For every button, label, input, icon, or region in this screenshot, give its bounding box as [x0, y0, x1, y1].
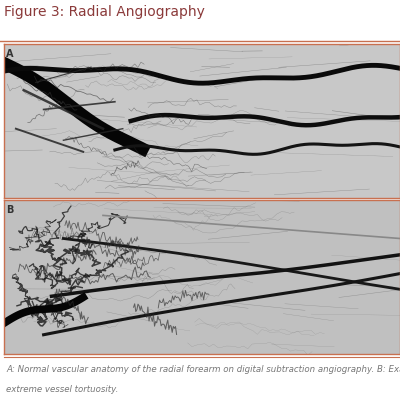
Text: A: A [6, 49, 14, 59]
Text: Figure 3: Radial Angiography: Figure 3: Radial Angiography [4, 5, 205, 19]
Text: B: B [6, 205, 13, 215]
Text: extreme vessel tortuosity.: extreme vessel tortuosity. [6, 385, 118, 394]
Text: A: Normal vascular anatomy of the radial forearm on digital subtraction angiogra: A: Normal vascular anatomy of the radial… [6, 365, 400, 374]
